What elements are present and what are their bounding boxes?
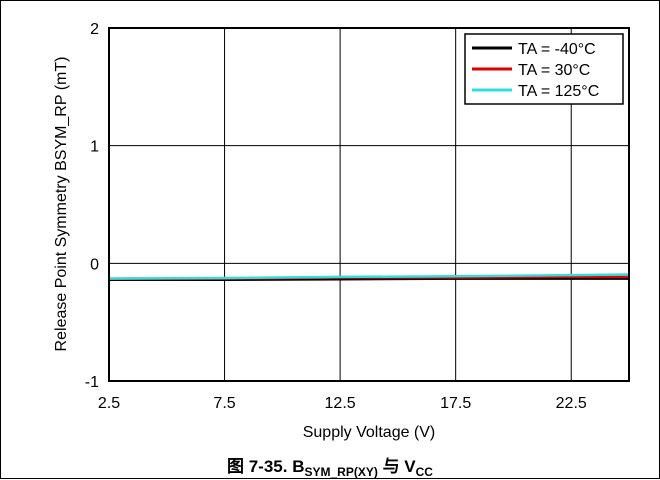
x-tick-label: 2.5 [98, 395, 120, 412]
legend-label-0: TA = -40°C [518, 41, 596, 58]
caption-middle: 与 V [377, 457, 416, 476]
y-tick-label: 1 [90, 139, 99, 156]
legend-label-1: TA = 30°C [518, 62, 590, 79]
y-tick-label: 2 [90, 21, 99, 38]
caption-subscript-sym: SYM_RP(XY) [304, 465, 378, 479]
y-tick-labels: -1 0 1 2 [85, 21, 99, 391]
plot-area-border [108, 27, 630, 382]
y-axis-label: Release Point Symmetry BSYM_RP (mT) [53, 57, 70, 352]
x-tick-label: 17.5 [440, 395, 471, 412]
x-tick-labels: 2.5 7.5 12.5 17.5 22.5 [98, 395, 587, 412]
series-lines [108, 273, 630, 282]
caption-prefix: 图 7-35. B [227, 457, 305, 476]
top-border [0, 0, 660, 1]
release-point-symmetry-chart: 2.5 7.5 12.5 17.5 22.5 -1 0 1 2 Supply Voltage … [53, 21, 630, 441]
x-tick-label: 22.5 [556, 395, 587, 412]
y-tick-label: -1 [85, 374, 99, 391]
x-tick-label: 7.5 [213, 395, 235, 412]
series-line-2 [108, 273, 630, 280]
y-tick-label: 0 [90, 256, 99, 273]
x-tick-label: 12.5 [325, 395, 356, 412]
x-axis-label: Supply Voltage (V) [303, 424, 436, 441]
figure-caption: 图 7-35. BSYM_RP(XY) 与 VCC [0, 452, 660, 479]
caption-subscript-cc: CC [415, 465, 433, 479]
legend-label-2: TA = 125°C [518, 83, 599, 100]
legend: TA = -40°C TA = 30°C TA = 125°C [464, 33, 624, 105]
